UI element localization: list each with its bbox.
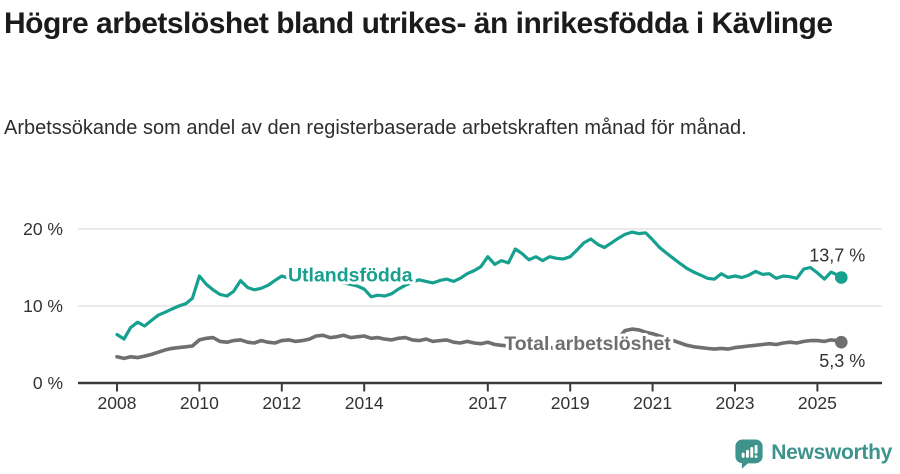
chart-subtitle: Arbetssökande som andel av den registerb…	[4, 117, 747, 139]
y-tick-label: 20 %	[23, 219, 63, 239]
series-label: Utlandsfödda	[288, 264, 413, 286]
brand-name: Newsworthy	[771, 441, 892, 464]
x-tick-label: 2019	[551, 393, 590, 413]
page-title: Högre arbetslöshet bland utrikes- än inr…	[4, 7, 833, 40]
newsworthy-logo: Newsworthy	[734, 437, 892, 469]
bar-chart-speech-bubble-icon	[735, 438, 763, 469]
x-tick-label: 2023	[716, 393, 755, 413]
series-line	[115, 230, 843, 341]
series-label: Total arbetslöshet	[504, 333, 671, 355]
x-tick-label: 2017	[468, 393, 507, 413]
series-end-value: 5,3 %	[819, 351, 865, 371]
x-tick-label: 2008	[98, 393, 137, 413]
series-line	[115, 327, 844, 361]
x-tick-label: 2014	[345, 393, 384, 413]
x-tick-label: 2025	[798, 393, 837, 413]
x-tick-label: 2012	[262, 393, 301, 413]
y-tick-label: 0 %	[33, 373, 63, 393]
series-end-dot	[834, 271, 848, 284]
y-tick-label: 10 %	[23, 296, 63, 316]
x-tick-label: 2021	[633, 393, 672, 413]
series-end-dot	[834, 335, 848, 349]
series-end-value: 13,7 %	[809, 246, 865, 266]
x-tick-label: 2010	[180, 393, 219, 413]
